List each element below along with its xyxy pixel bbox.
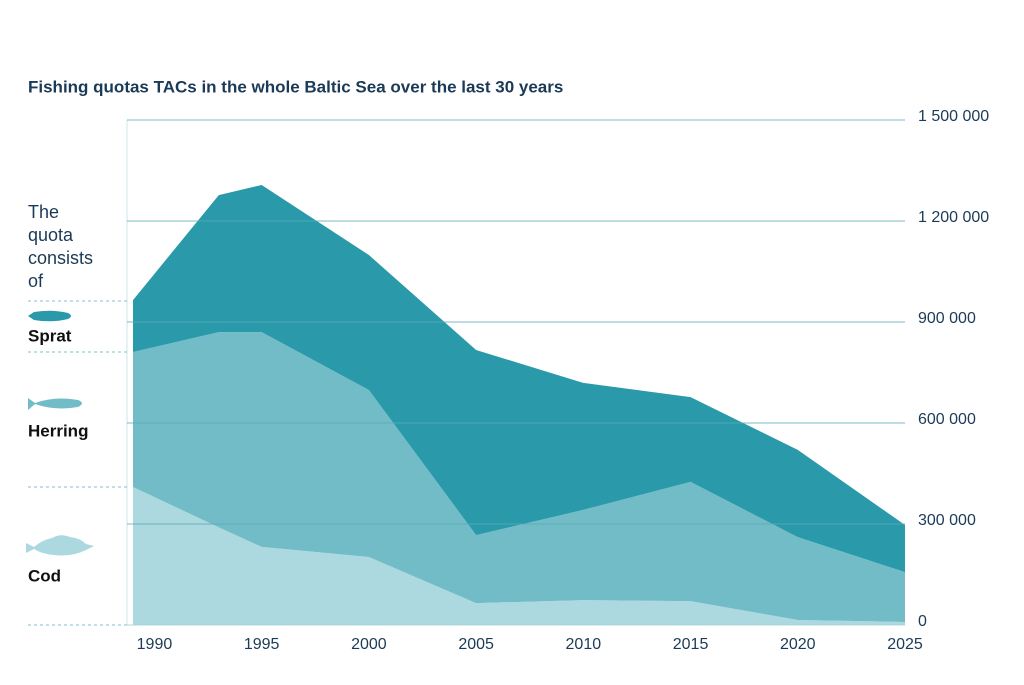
y-tick-label: 1 500 000 xyxy=(918,108,989,125)
y-tick-label: 600 000 xyxy=(918,411,976,428)
y-tick-label: 300 000 xyxy=(918,512,976,529)
x-tick-label: 2005 xyxy=(458,636,494,653)
area xyxy=(133,184,905,573)
legend-dividers xyxy=(28,300,127,626)
legend-title-line: The xyxy=(28,202,59,222)
x-tick-label: 2025 xyxy=(887,636,923,653)
x-tick-label: 2020 xyxy=(780,636,816,653)
legend-title: The quota consists of xyxy=(28,202,93,291)
cod-icon xyxy=(26,535,94,556)
legend-title-line: quota xyxy=(28,225,74,245)
legend-label: Herring xyxy=(28,421,88,440)
legend-title-line: of xyxy=(28,271,44,291)
chart-title: Fishing quotas TACs in the whole Baltic … xyxy=(28,77,563,96)
herring-icon xyxy=(28,398,82,410)
legend-label: Cod xyxy=(28,566,61,585)
x-tick-label: 2000 xyxy=(351,636,387,653)
areas xyxy=(133,184,905,625)
legend-title-line: consists xyxy=(28,248,93,268)
y-tick-label: 900 000 xyxy=(918,310,976,327)
x-tick-label: 1990 xyxy=(137,636,173,653)
x-tick-label: 1995 xyxy=(244,636,280,653)
area xyxy=(133,486,905,625)
y-tick-label: 0 xyxy=(918,613,927,630)
x-tick-label: 2015 xyxy=(673,636,709,653)
area xyxy=(133,332,905,622)
x-tick-label: 2010 xyxy=(566,636,602,653)
y-tick-label: 1 200 000 xyxy=(918,209,989,226)
sprat-icon xyxy=(28,310,71,322)
legend-label: Sprat xyxy=(28,326,72,345)
